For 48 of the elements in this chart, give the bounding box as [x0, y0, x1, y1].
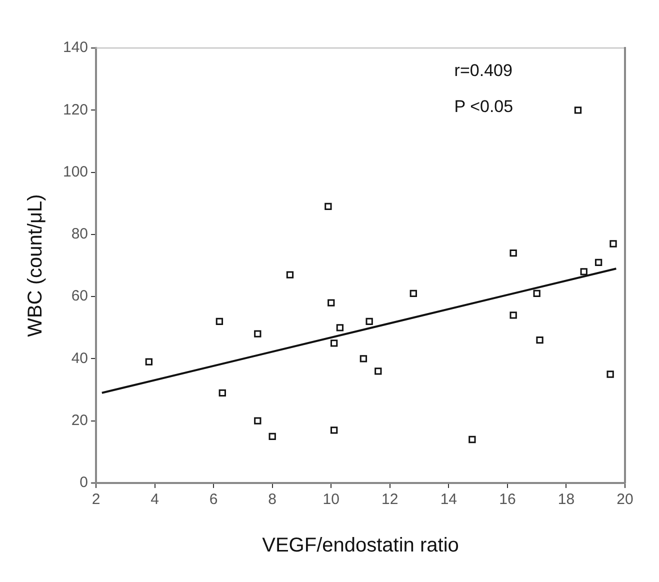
y-tick-label: 20 — [71, 412, 88, 429]
point — [360, 355, 368, 362]
point — [254, 330, 262, 338]
point — [510, 312, 517, 319]
y-tick-label: 0 — [80, 474, 88, 492]
annotation: r=0.409 — [454, 61, 512, 80]
x-tick-label: 14 — [440, 491, 458, 508]
y-tick-label: 40 — [71, 350, 88, 367]
point — [610, 240, 617, 248]
point — [330, 340, 338, 347]
point — [374, 368, 382, 375]
point — [324, 202, 332, 210]
y-tick-label: 140 — [62, 39, 88, 56]
x-tick-label: 16 — [499, 491, 516, 508]
x-tick-label: 20 — [616, 491, 634, 508]
point — [468, 436, 476, 444]
point — [533, 290, 540, 298]
y-tick-label: 120 — [62, 101, 88, 118]
point — [606, 370, 614, 378]
point — [366, 318, 373, 326]
point — [328, 299, 335, 306]
y-tick-label: 100 — [62, 163, 88, 180]
point — [286, 271, 294, 278]
x-tick-label: 10 — [322, 491, 340, 508]
x-tick-label: 4 — [150, 491, 159, 508]
x-tick-label: 8 — [268, 491, 277, 508]
point — [510, 249, 517, 257]
point — [268, 432, 276, 440]
point — [580, 268, 588, 276]
x-tick-label: 6 — [209, 491, 218, 508]
annotation: P <0.05 — [454, 97, 514, 116]
point — [574, 106, 582, 114]
y-tick-label: 80 — [71, 226, 88, 243]
x-axis-title: VEGF/endostatin ratio — [262, 534, 459, 557]
point — [594, 258, 602, 266]
x-tick-label: 2 — [92, 491, 100, 508]
point — [410, 290, 417, 298]
point — [145, 358, 153, 366]
x-tick-label: 12 — [382, 491, 398, 508]
y-axis-title: WBC (count/μL) — [24, 194, 47, 337]
point — [218, 389, 226, 396]
point — [536, 336, 544, 344]
y-tick-label: 60 — [71, 288, 88, 305]
point — [254, 417, 262, 424]
point — [330, 426, 338, 434]
x-tick-label: 18 — [558, 491, 575, 508]
point — [336, 324, 344, 332]
point — [216, 318, 224, 326]
